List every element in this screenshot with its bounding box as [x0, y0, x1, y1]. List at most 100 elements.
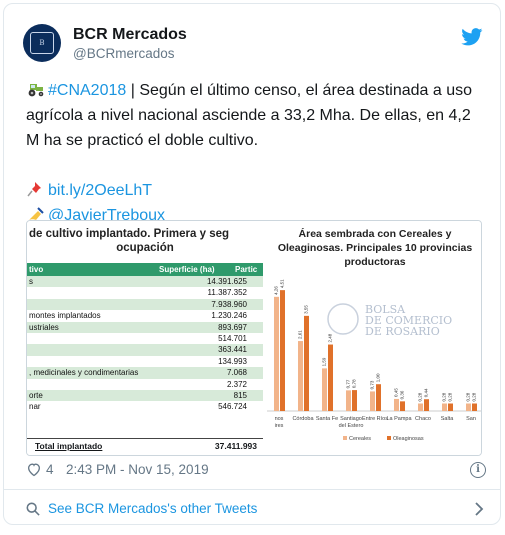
avatar[interactable]: B: [23, 24, 61, 62]
user-display-name[interactable]: BCR Mercados: [73, 26, 187, 43]
divider: [4, 489, 500, 490]
chevron-right-icon[interactable]: [474, 502, 484, 516]
bar-oleaginosas: [472, 403, 477, 411]
bar-oleaginosas: [376, 384, 381, 411]
table-subtitle: ocupación: [116, 242, 174, 254]
writing-hand-emoji-icon: [26, 205, 45, 221]
table-row-value: 514.701: [218, 333, 247, 343]
table-row: orte 815: [27, 389, 263, 402]
bar-cereales: [298, 341, 303, 411]
table-row: 2.372: [27, 379, 263, 390]
table-row-value: 7.938.960: [211, 299, 247, 309]
bar-oleaginosas: [448, 403, 453, 411]
watermark-text: DE ROSARIO: [365, 325, 440, 338]
watermark-text: BOLSA: [365, 303, 406, 316]
table-row-value: 893.697: [218, 322, 247, 332]
shortened-url-link[interactable]: bit.ly/2OeeLhT: [48, 182, 153, 199]
table-header-cell: Partic: [235, 265, 258, 274]
table-row-value: 134.993: [218, 356, 247, 366]
bar-value-label: 1,59: [322, 357, 327, 366]
bar-cereales: [466, 403, 471, 411]
table-header-cell: tivo: [29, 265, 44, 274]
watermark-text: DE COMERCIO: [365, 314, 452, 327]
table-row: 134.993: [27, 356, 263, 367]
table-row-value: 546.724: [218, 402, 247, 412]
legend-label: Oleaginosas: [393, 436, 424, 442]
bar-value-label: 0,28: [442, 392, 447, 401]
bar-value-label: 0,28: [466, 392, 471, 401]
bcr-emblem-icon: B: [30, 32, 54, 54]
tweet-timestamp[interactable]: 2:43 PM - Nov 15, 2019: [66, 462, 209, 477]
table-total-label: Total implantado: [35, 441, 103, 451]
heart-icon[interactable]: [26, 462, 42, 477]
hashtag-link[interactable]: #CNA2018: [48, 82, 127, 99]
user-handle[interactable]: @BCRmercados: [73, 46, 175, 61]
bar-oleaginosas: [424, 399, 429, 411]
legend-swatch: [387, 436, 391, 440]
table-row-label: s: [29, 277, 33, 286]
table-row-value: 363.441: [218, 345, 247, 355]
table-row-value: 11.387.352: [207, 288, 247, 298]
bar-cereales: [346, 390, 351, 411]
like-count[interactable]: 4: [46, 462, 54, 477]
media-image-table[interactable]: de cultivo implantado. Primera y seg ocu…: [27, 221, 263, 455]
footer-other-tweets[interactable]: See BCR Mercados's other Tweets: [26, 499, 486, 521]
table-row: montes implantados 1.230.246: [27, 310, 263, 321]
tweet-media[interactable]: de cultivo implantado. Primera y seg ocu…: [26, 220, 482, 456]
mention-link[interactable]: @JavierTreboux: [48, 207, 166, 224]
bar-oleaginosas: [328, 344, 333, 411]
bar-oleaginosas: [280, 290, 285, 411]
info-icon[interactable]: i: [470, 462, 486, 478]
category-label: del Estero: [339, 423, 364, 429]
watermark-seal: [327, 303, 359, 335]
legend-swatch: [343, 436, 347, 440]
bar-value-label: 4,51: [280, 279, 285, 288]
bar-value-label: 0,73: [370, 380, 375, 389]
tractor-emoji-icon: [26, 80, 45, 97]
bar-cereales: [322, 368, 327, 411]
bar-value-label: 2,61: [298, 330, 303, 339]
category-label: La Pampa: [386, 416, 412, 422]
category-label: Chaco: [415, 416, 431, 422]
table-row-label: nar: [29, 402, 41, 412]
table-row: 11.387.352: [27, 287, 263, 298]
bar-oleaginosas: [352, 390, 357, 411]
table-row-value: 1.230.246: [211, 311, 247, 321]
table-title: de cultivo implantado. Primera y seg: [29, 228, 230, 240]
table-row-label: , medicinales y condimentarias: [29, 368, 139, 378]
table-row-label: ustriales: [29, 322, 59, 332]
bar-oleaginosas: [400, 401, 405, 411]
table-row: , medicinales y condimentarias 7.068: [27, 367, 263, 379]
bar-value-label: 2,48: [328, 333, 333, 342]
table-row: 363.441: [27, 344, 263, 356]
table-row-label: montes implantados: [29, 311, 101, 321]
tweet-text: #CNA2018 | Según el último censo, el áre…: [26, 78, 488, 228]
bar-cereales: [394, 398, 399, 411]
bar-cereales: [370, 391, 375, 411]
tweet-meta: 4 2:43 PM - Nov 15, 2019 i: [26, 460, 486, 480]
tweet-card: B BCR Mercados @BCRmercados #CNA2018 | S…: [3, 3, 501, 525]
category-label: Córdoba: [292, 416, 314, 422]
table-row-value: 14.391.625: [206, 277, 247, 286]
twitter-bird-icon[interactable]: [461, 28, 483, 46]
category-label: Santiago: [340, 416, 362, 422]
tweet-body-text: | Según el último censo, el área destina…: [26, 82, 472, 149]
table-header-cell: Superficie (ha): [159, 265, 215, 274]
table-row: 7.938.960: [27, 298, 263, 311]
table-total-row: Total implantado 37.411.993: [27, 438, 263, 451]
category-label: nos: [275, 416, 284, 422]
media-image-chart[interactable]: Área sembrada con Cereales y Oleaginosas…: [263, 221, 481, 455]
table-body: s 14.391.625 11.387.352 7.938.960 montes imp…: [27, 276, 263, 413]
legend-label: Cereales: [349, 436, 371, 442]
bar-value-label: 0,44: [424, 388, 429, 397]
bar-value-label: 0,28: [448, 392, 453, 401]
see-other-tweets-link[interactable]: See BCR Mercados's other Tweets: [48, 501, 258, 516]
table-row-value: 2.372: [226, 379, 247, 389]
bar-value-label: 3,55: [304, 305, 309, 314]
table-row-value: 7.068: [226, 368, 247, 378]
bar-value-label: 0,78: [352, 379, 357, 388]
category-label: Santa Fe: [316, 416, 338, 422]
bar-value-label: 1,00: [376, 373, 381, 382]
bar-value-label: 0,28: [472, 392, 477, 401]
category-label: ires: [275, 423, 284, 429]
